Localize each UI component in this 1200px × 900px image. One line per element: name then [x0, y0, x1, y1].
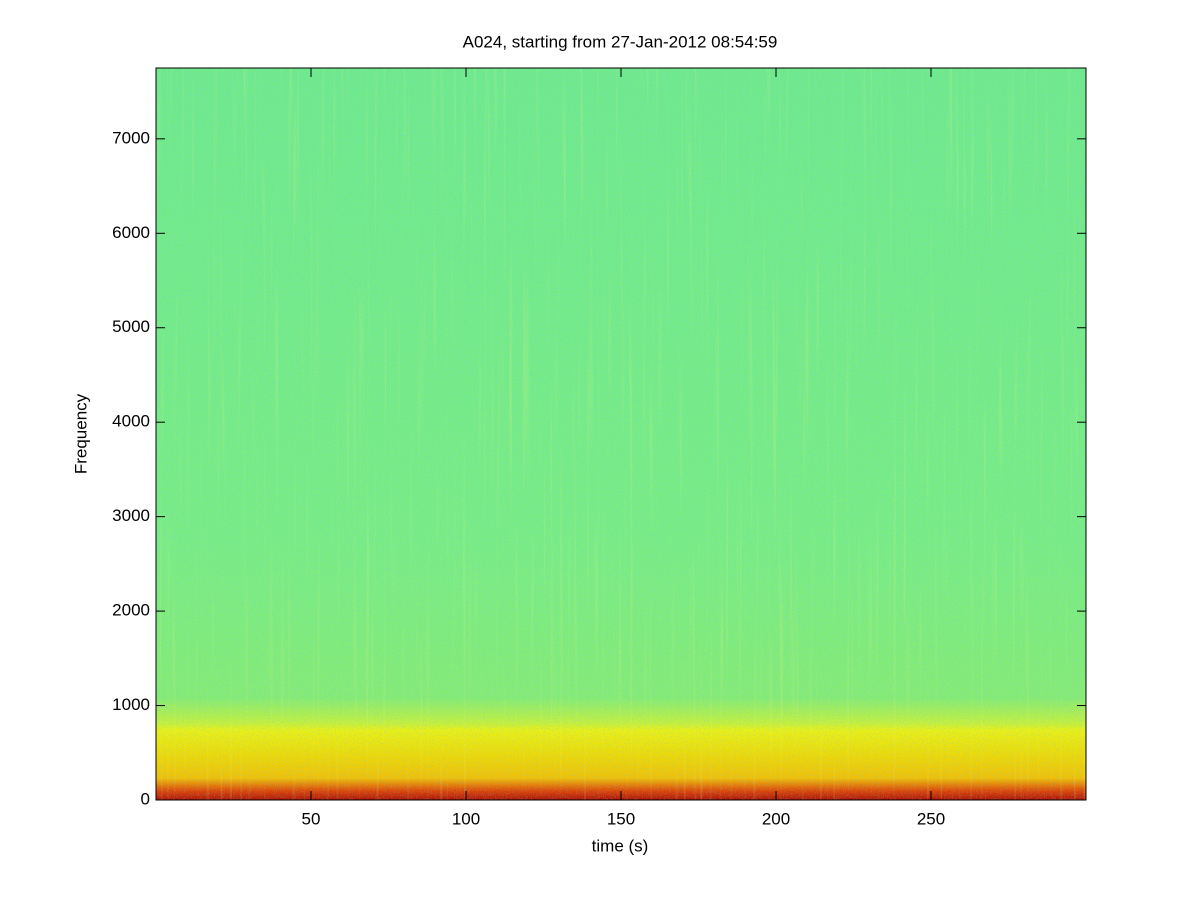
- y-tick-label: 0: [141, 789, 150, 808]
- y-tick-label: 3000: [112, 506, 150, 525]
- y-tick-label: 7000: [112, 128, 150, 147]
- x-tick-label: 50: [302, 809, 321, 828]
- x-tick-label: 250: [917, 809, 945, 828]
- y-axis-label: Frequency: [71, 393, 90, 474]
- y-tick-label: 2000: [112, 601, 150, 620]
- y-tick-label: 6000: [112, 223, 150, 242]
- spectrogram-image: [156, 68, 1086, 800]
- spectrogram-noise: [156, 68, 1086, 800]
- y-tick-label: 5000: [112, 317, 150, 336]
- chart-title: A024, starting from 27-Jan-2012 08:54:59: [463, 32, 778, 51]
- y-tick-label: 4000: [112, 412, 150, 431]
- x-axis-label: time (s): [592, 836, 649, 855]
- y-tick-label: 1000: [112, 695, 150, 714]
- x-tick-label: 150: [607, 809, 635, 828]
- x-tick-label: 100: [452, 809, 480, 828]
- x-tick-label: 200: [762, 809, 790, 828]
